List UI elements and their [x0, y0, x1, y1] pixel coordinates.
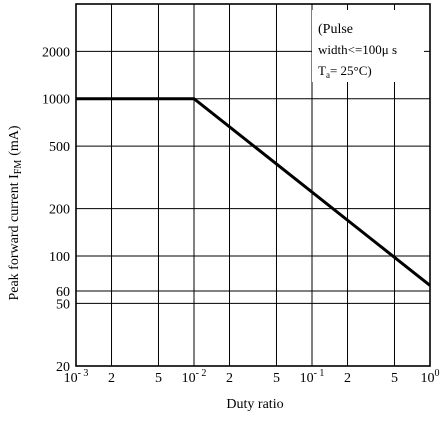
x-tick-exponent: - 3 [78, 368, 89, 379]
x-tick-label: 5 [391, 371, 398, 386]
y-tick-label: 200 [49, 203, 70, 218]
x-tick-label: 10- 3 [64, 368, 89, 386]
annotation-line-1: (Pulse [318, 22, 353, 37]
x-tick-exponent: - 2 [196, 368, 207, 379]
y-tick-label: 100 [49, 250, 70, 265]
x-tick-label: 10- 1 [300, 368, 325, 386]
x-tick-labels: 10- 3 2 5 10- 2 2 5 10- 1 2 5 100 [64, 368, 440, 386]
annotation-temp: = 25°C) [330, 63, 372, 78]
y-axis-label: Peak forward current IFM (mA) [7, 125, 24, 300]
plot-frame [75, 3, 431, 367]
x-tick-label: 2 [108, 371, 115, 386]
x-tick-exponent: 0 [435, 368, 440, 379]
x-tick-label: 5 [155, 371, 162, 386]
annotation-line-3: Ta= 25°C) [318, 63, 372, 80]
x-tick-exponent: - 1 [314, 368, 325, 379]
x-tick-label: 2 [344, 371, 351, 386]
series-line [76, 97, 431, 287]
y-tick-label: 20 [56, 360, 70, 375]
y-tick-label: 60 [56, 285, 70, 300]
y-tick-label: 2000 [42, 45, 70, 60]
x-tick-label: 10- 2 [182, 368, 207, 386]
x-tick-base: 10 [421, 371, 435, 386]
annotation-background [312, 10, 424, 82]
x-axis-label: Duty ratio [226, 397, 283, 412]
pulse-annotation: (Pulse width<=100μ s Ta= 25°C) [312, 10, 424, 82]
x-tick-label: 2 [226, 371, 233, 386]
x-tick-base: 10 [64, 371, 78, 386]
y-axis-label-sub: FM [13, 160, 24, 175]
y-tick-label: 500 [49, 140, 70, 155]
y-tick-label: 50 [56, 297, 70, 312]
x-tick-label: 5 [273, 371, 280, 386]
y-axis-label-unit: (mA) [7, 125, 22, 156]
series-layer [76, 97, 431, 287]
y-axis-label-main: Peak forward current I [7, 174, 22, 301]
annotation-line-2: width<=100μ s [318, 42, 397, 57]
x-tick-label: 100 [421, 368, 440, 386]
y-tick-label: 1000 [42, 93, 70, 108]
x-tick-base: 10 [300, 371, 314, 386]
x-tick-base: 10 [182, 371, 196, 386]
annotation-t-sub: a [326, 70, 330, 80]
annotation-t: T [318, 63, 326, 78]
